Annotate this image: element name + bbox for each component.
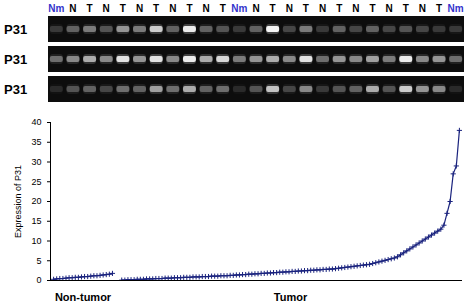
svg-text:N: N: [386, 3, 393, 14]
svg-text:25: 25: [31, 177, 41, 187]
svg-text:P31: P31: [4, 52, 27, 67]
svg-text:P31: P31: [4, 22, 27, 37]
svg-text:N: N: [69, 3, 76, 14]
svg-text:5: 5: [36, 256, 41, 266]
svg-text:40: 40: [31, 117, 41, 127]
svg-text:30: 30: [31, 157, 41, 167]
svg-text:T: T: [186, 3, 192, 14]
svg-text:Nm: Nm: [231, 3, 247, 14]
svg-text:T: T: [120, 3, 126, 14]
svg-text:T: T: [436, 3, 442, 14]
svg-text:N: N: [419, 3, 426, 14]
svg-text:N: N: [103, 3, 110, 14]
svg-text:20: 20: [31, 196, 41, 206]
svg-text:T: T: [403, 3, 409, 14]
svg-text:N: N: [136, 3, 143, 14]
svg-text:0: 0: [36, 275, 41, 285]
svg-text:Expression of P31: Expression of P31: [13, 165, 23, 238]
svg-text:Non-tumor: Non-tumor: [55, 291, 112, 303]
svg-text:N: N: [319, 3, 326, 14]
svg-text:T: T: [87, 3, 93, 14]
svg-text:T: T: [153, 3, 159, 14]
svg-text:N: N: [286, 3, 293, 14]
svg-text:N: N: [252, 3, 259, 14]
svg-text:Nm: Nm: [448, 3, 464, 14]
svg-text:T: T: [270, 3, 276, 14]
svg-text:N: N: [169, 3, 176, 14]
svg-text:T: T: [303, 3, 309, 14]
svg-text:T: T: [220, 3, 226, 14]
svg-text:Tumor: Tumor: [274, 291, 308, 303]
svg-text:N: N: [352, 3, 359, 14]
svg-text:P31: P31: [4, 82, 27, 97]
svg-text:35: 35: [31, 137, 41, 147]
svg-text:15: 15: [31, 216, 41, 226]
svg-text:T: T: [336, 3, 342, 14]
svg-text:N: N: [202, 3, 209, 14]
svg-text:10: 10: [31, 236, 41, 246]
svg-text:T: T: [369, 3, 375, 14]
svg-text:Nm: Nm: [48, 3, 64, 14]
